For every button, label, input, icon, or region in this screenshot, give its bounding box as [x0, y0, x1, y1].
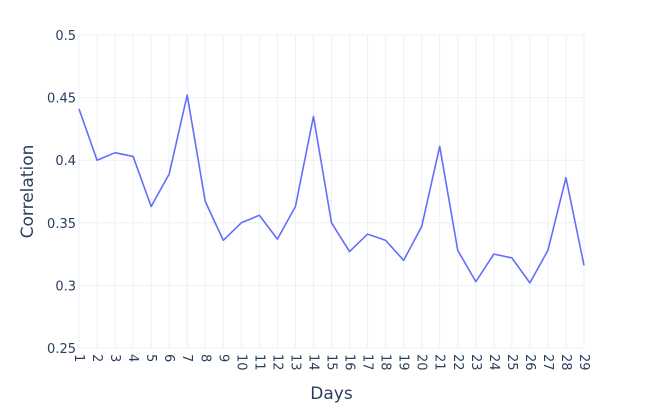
data-point: [257, 213, 261, 217]
y-axis-ticks: 0.25 0.3 0.35 0.4 0.45 0.5: [47, 29, 76, 357]
data-point: [149, 205, 153, 209]
y-tick-label: 0.25: [47, 342, 76, 357]
x-axis-ticks: 1 2 3 4 5 6 7 8 9 10 11 12 13 14 15 16 17 18 19 20 21 22 23 24 2…: [71, 354, 591, 371]
data-point: [95, 158, 99, 162]
x-tick-label: 21: [432, 354, 447, 371]
data-point: [564, 176, 568, 180]
data-point: [582, 263, 586, 267]
x-tick-label: 17: [360, 354, 375, 371]
x-axis-title: Days: [310, 384, 353, 404]
x-tick-label: 3: [107, 354, 122, 362]
data-point: [546, 248, 550, 252]
x-tick-label: 2: [89, 354, 104, 362]
x-tick-label: 27: [540, 354, 555, 371]
x-tick-label: 23: [468, 354, 483, 371]
x-tick-label: 9: [215, 354, 230, 362]
gridlines: [78, 34, 585, 349]
x-tick-label: 14: [305, 354, 320, 371]
data-point: [402, 258, 406, 262]
data-point: [366, 232, 370, 236]
data-point: [113, 151, 117, 155]
y-tick-label: 0.3: [55, 279, 76, 294]
x-tick-label: 4: [125, 354, 140, 362]
data-point: [456, 248, 460, 252]
x-tick-label: 12: [269, 354, 284, 371]
data-point: [438, 144, 442, 148]
y-tick-label: 0.35: [47, 217, 76, 232]
y-axis-title: Correlation: [18, 145, 38, 239]
data-point: [77, 107, 81, 111]
y-tick-label: 0.4: [55, 154, 76, 169]
x-tick-label: 25: [504, 354, 519, 371]
series-group: [77, 93, 586, 285]
data-point: [420, 225, 424, 229]
x-tick-label: 15: [324, 354, 339, 371]
x-tick-label: 13: [287, 354, 302, 371]
data-point: [203, 200, 207, 204]
data-point: [221, 238, 225, 242]
x-tick-label: 22: [450, 354, 465, 371]
x-tick-label: 19: [396, 354, 411, 371]
data-point: [348, 250, 352, 254]
x-tick-label: 8: [197, 354, 212, 362]
x-tick-label: 24: [486, 354, 501, 371]
y-tick-label: 0.45: [47, 92, 76, 107]
data-point: [510, 256, 514, 260]
x-tick-label: 29: [576, 354, 591, 371]
x-tick-label: 20: [414, 354, 429, 371]
data-point: [474, 280, 478, 284]
x-tick-label: 16: [342, 354, 357, 371]
x-tick-label: 10: [233, 354, 248, 371]
data-point: [239, 221, 243, 225]
x-tick-label: 6: [161, 354, 176, 362]
data-point: [528, 281, 532, 285]
x-tick-label: 7: [179, 354, 194, 362]
data-point: [492, 252, 496, 256]
x-tick-label: 28: [558, 354, 573, 371]
data-point: [275, 237, 279, 241]
x-tick-label: 5: [143, 354, 158, 362]
data-point: [384, 238, 388, 242]
x-tick-label: 11: [251, 354, 266, 371]
data-point: [330, 221, 334, 225]
data-point: [167, 172, 171, 176]
series-line: [78, 94, 585, 284]
x-tick-label: 26: [522, 354, 537, 371]
y-tick-label: 0.5: [55, 29, 76, 44]
data-point: [311, 114, 315, 118]
data-point: [131, 154, 135, 158]
data-point: [293, 205, 297, 209]
x-tick-label: 1: [71, 354, 86, 362]
x-tick-label: 18: [378, 354, 393, 371]
data-point: [185, 93, 189, 97]
